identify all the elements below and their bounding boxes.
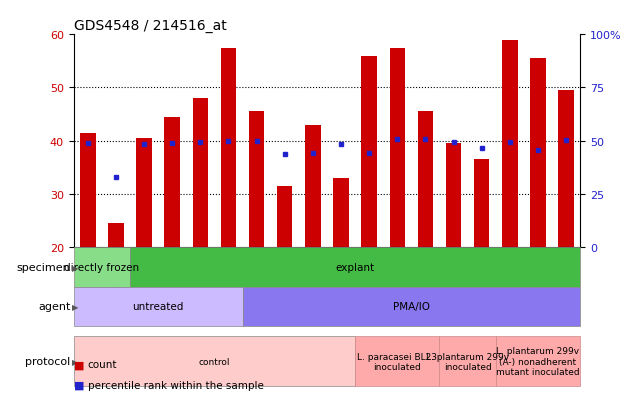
Bar <box>74 248 130 287</box>
Bar <box>74 287 242 326</box>
Text: ▶: ▶ <box>72 357 79 366</box>
Bar <box>108 224 124 248</box>
Bar <box>242 287 580 326</box>
Text: GDS4548 / 214516_at: GDS4548 / 214516_at <box>74 19 226 33</box>
Text: count: count <box>88 359 117 369</box>
Text: PMA/IO: PMA/IO <box>393 301 430 312</box>
Bar <box>305 126 320 248</box>
Bar <box>502 40 517 248</box>
Bar <box>440 337 495 386</box>
Text: agent: agent <box>38 301 71 312</box>
Text: L. plantarum 299v
(A-) nonadherent
mutant inoculated: L. plantarum 299v (A-) nonadherent mutan… <box>496 347 579 376</box>
Bar <box>130 248 580 287</box>
Bar <box>362 57 377 248</box>
Bar <box>558 91 574 248</box>
Bar <box>277 187 292 248</box>
Bar <box>355 337 440 386</box>
Bar <box>474 160 489 248</box>
Text: protocol: protocol <box>25 356 71 366</box>
Bar <box>74 337 355 386</box>
Bar <box>249 112 264 248</box>
Text: L. plantarum 299v
inoculated: L. plantarum 299v inoculated <box>426 352 509 371</box>
Bar <box>530 59 545 248</box>
Bar <box>221 48 236 248</box>
Bar <box>445 144 462 248</box>
Bar <box>192 99 208 248</box>
Bar <box>333 179 349 248</box>
Text: ■: ■ <box>74 359 84 369</box>
Text: ▶: ▶ <box>72 302 79 311</box>
Text: explant: explant <box>335 262 374 273</box>
Bar <box>418 112 433 248</box>
Text: untreated: untreated <box>133 301 184 312</box>
Text: percentile rank within the sample: percentile rank within the sample <box>88 380 263 390</box>
Text: control: control <box>199 357 230 366</box>
Bar <box>165 118 180 248</box>
Bar <box>80 133 96 248</box>
Text: ■: ■ <box>74 380 84 390</box>
Text: ▶: ▶ <box>72 263 79 272</box>
Text: directly frozen: directly frozen <box>64 262 139 273</box>
Bar <box>495 337 580 386</box>
Bar <box>390 48 405 248</box>
Bar <box>137 139 152 248</box>
Text: specimen: specimen <box>17 262 71 273</box>
Text: L. paracasei BL23
inoculated: L. paracasei BL23 inoculated <box>357 352 437 371</box>
